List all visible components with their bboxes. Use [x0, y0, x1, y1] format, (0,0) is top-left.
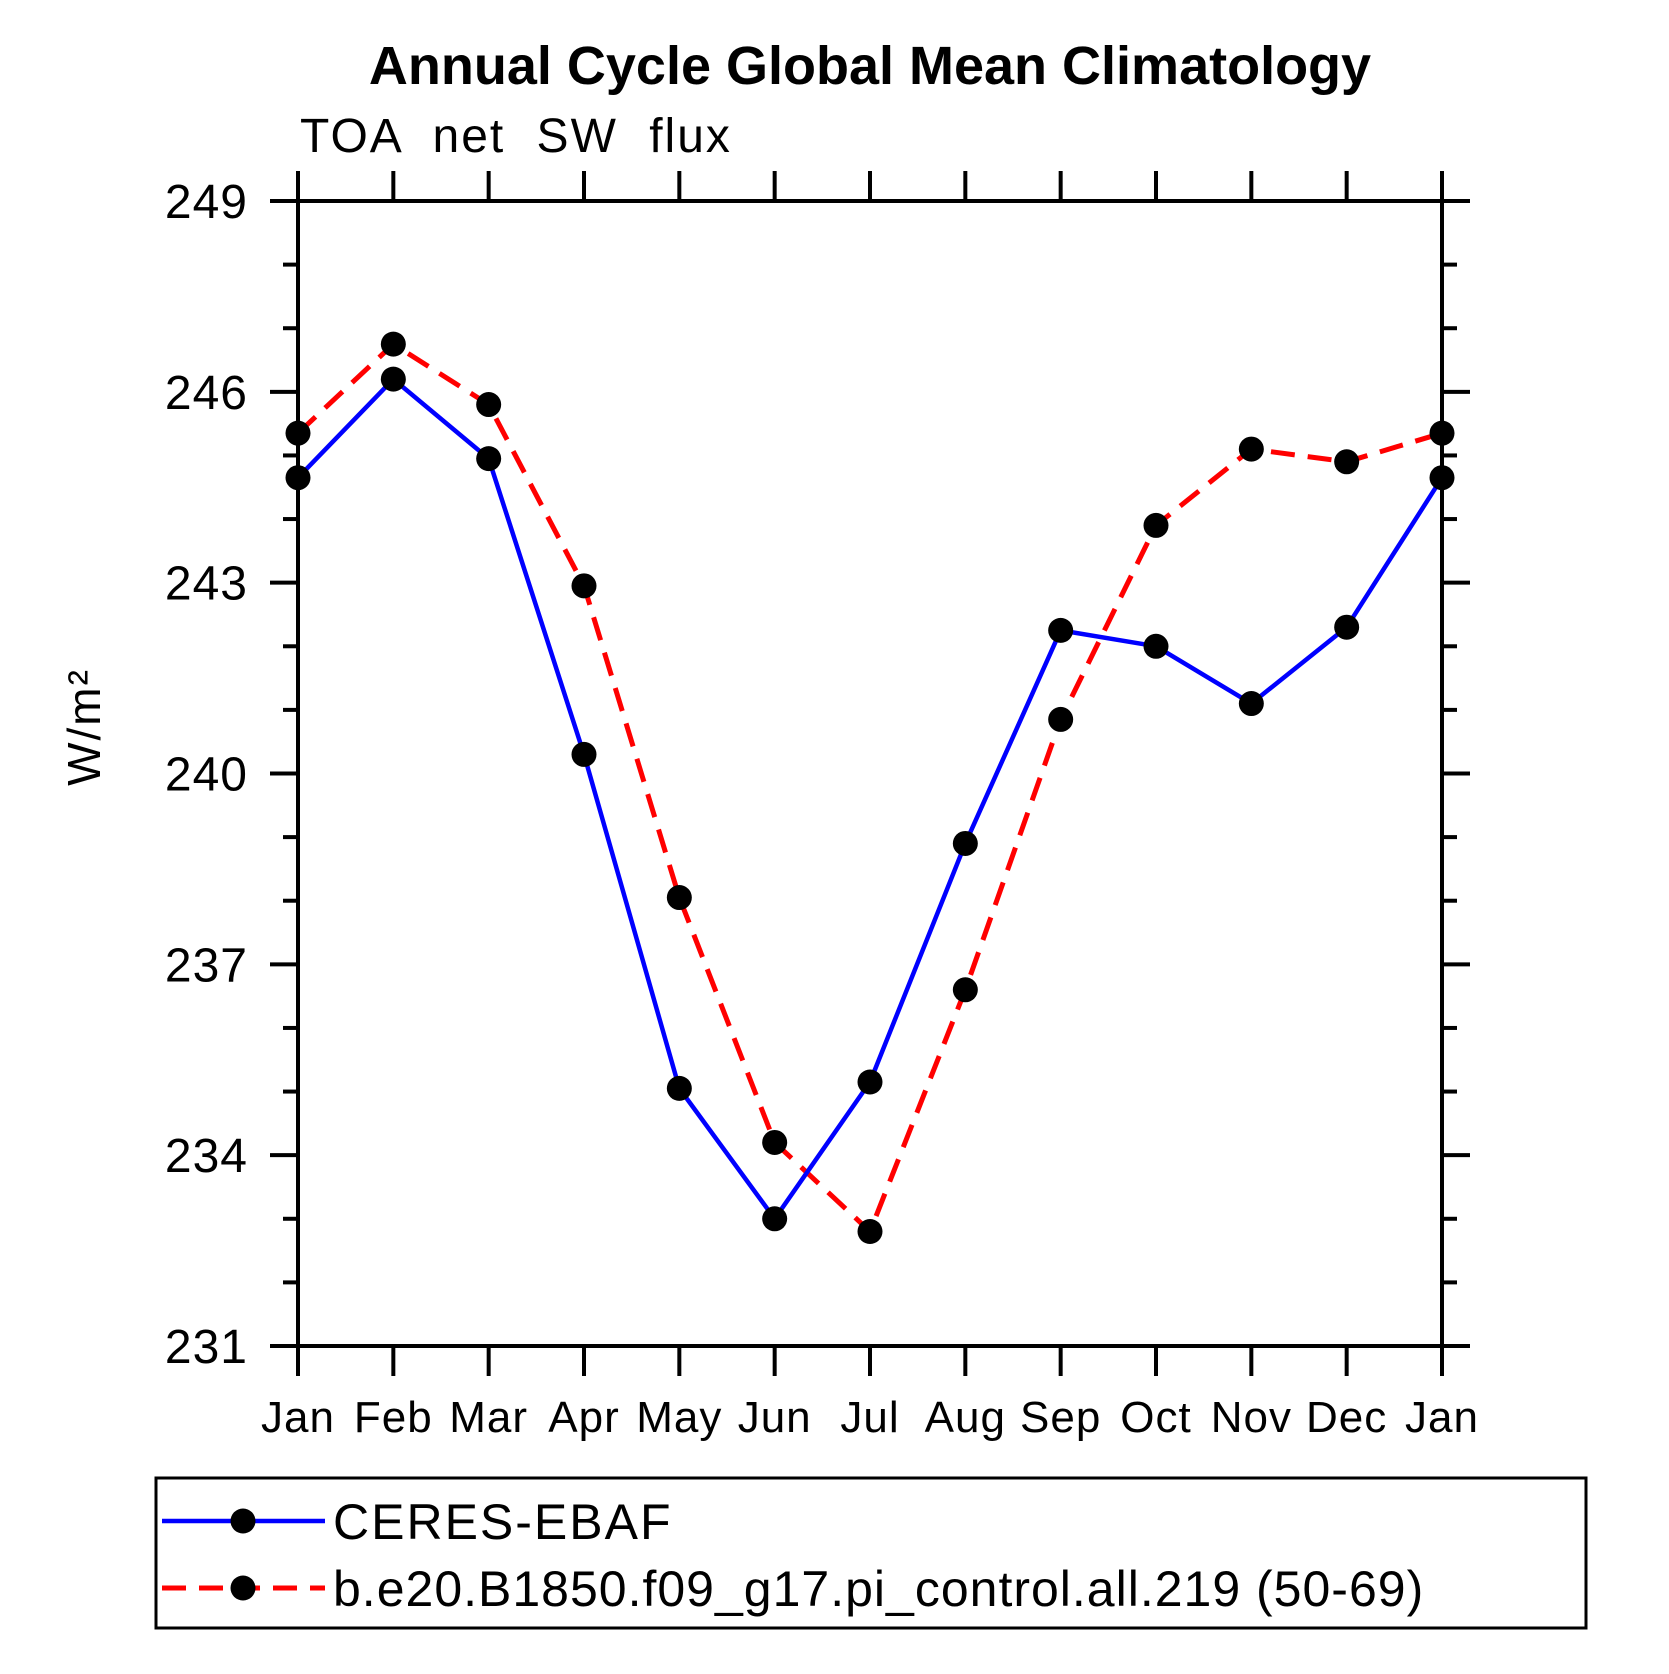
data-point-0	[380, 366, 406, 392]
data-point-0	[1334, 614, 1360, 640]
data-point-0	[952, 830, 978, 856]
y-tick-label: 249	[165, 176, 248, 229]
data-point-1	[285, 420, 311, 446]
x-tick-label: Oct	[1120, 1393, 1191, 1442]
data-point-0	[1238, 691, 1264, 717]
data-point-1	[762, 1129, 788, 1155]
y-tick-label: 246	[165, 367, 248, 420]
x-tick-label: May	[636, 1393, 722, 1442]
data-point-1	[1048, 706, 1074, 732]
y-tick-label: 240	[165, 749, 248, 802]
data-point-1	[952, 977, 978, 1003]
data-point-1	[1334, 449, 1360, 475]
legend-swatches	[162, 1508, 325, 1601]
x-tick-label: Aug	[925, 1393, 1006, 1442]
data-point-1	[571, 573, 597, 599]
plot-series	[285, 331, 1455, 1244]
y-tick-label: 234	[165, 1130, 248, 1183]
x-tick-label: Nov	[1211, 1393, 1292, 1442]
legend-label-ceres-ebaf: CERES-EBAF	[333, 1494, 673, 1550]
axes: 231 234 237 240 243 246 249 Jan Feb Mar Apr May Jun J…	[165, 171, 1479, 1442]
data-point-1	[666, 885, 692, 911]
plot-frame	[296, 199, 1444, 1348]
series-line-1	[296, 341, 1443, 1234]
data-point-0	[1429, 465, 1455, 491]
legend-box	[154, 1476, 1588, 1630]
data-point-0	[571, 741, 597, 767]
data-point-1	[476, 392, 502, 418]
x-tick-label: Sep	[1020, 1393, 1101, 1442]
y-tick-label: 237	[165, 939, 248, 992]
x-tick-label: Jan	[1405, 1393, 1479, 1442]
x-tick-label: Mar	[449, 1393, 528, 1442]
data-point-0	[762, 1206, 788, 1232]
data-point-1	[1238, 436, 1264, 462]
y-tick-label: 231	[165, 1321, 248, 1374]
legend-label-model-run: b.e20.B1850.f09_g17.pi_control.all.219 (…	[333, 1561, 1424, 1617]
chart-title: Annual Cycle Global Mean Climatology	[369, 36, 1371, 96]
data-point-0	[285, 465, 311, 491]
legend-marker-0	[230, 1508, 256, 1534]
data-point-1	[857, 1219, 883, 1244]
legend-marker-1	[230, 1575, 256, 1601]
x-tick-label: Dec	[1306, 1393, 1387, 1442]
x-tick-label: Jan	[261, 1393, 335, 1442]
x-tick-label: Feb	[354, 1393, 433, 1442]
x-tick-label: Apr	[548, 1393, 619, 1442]
data-point-1	[1143, 512, 1169, 538]
legend: CERES-EBAF b.e20.B1850.f09_g17.pi_contro…	[154, 1476, 1588, 1630]
data-point-0	[857, 1069, 883, 1095]
y-axis-label: W/m²	[58, 668, 110, 786]
data-point-0	[476, 446, 502, 472]
y-tick-label: 243	[165, 558, 248, 611]
data-point-1	[1429, 420, 1455, 446]
x-tick-label: Jul	[840, 1393, 899, 1442]
data-point-0	[1143, 633, 1169, 659]
x-tick-label: Jun	[738, 1393, 812, 1442]
data-point-1	[380, 331, 406, 357]
data-point-0	[666, 1075, 692, 1101]
data-point-0	[1048, 617, 1074, 643]
chart-subtitle: TOA net SW flux	[300, 110, 732, 163]
